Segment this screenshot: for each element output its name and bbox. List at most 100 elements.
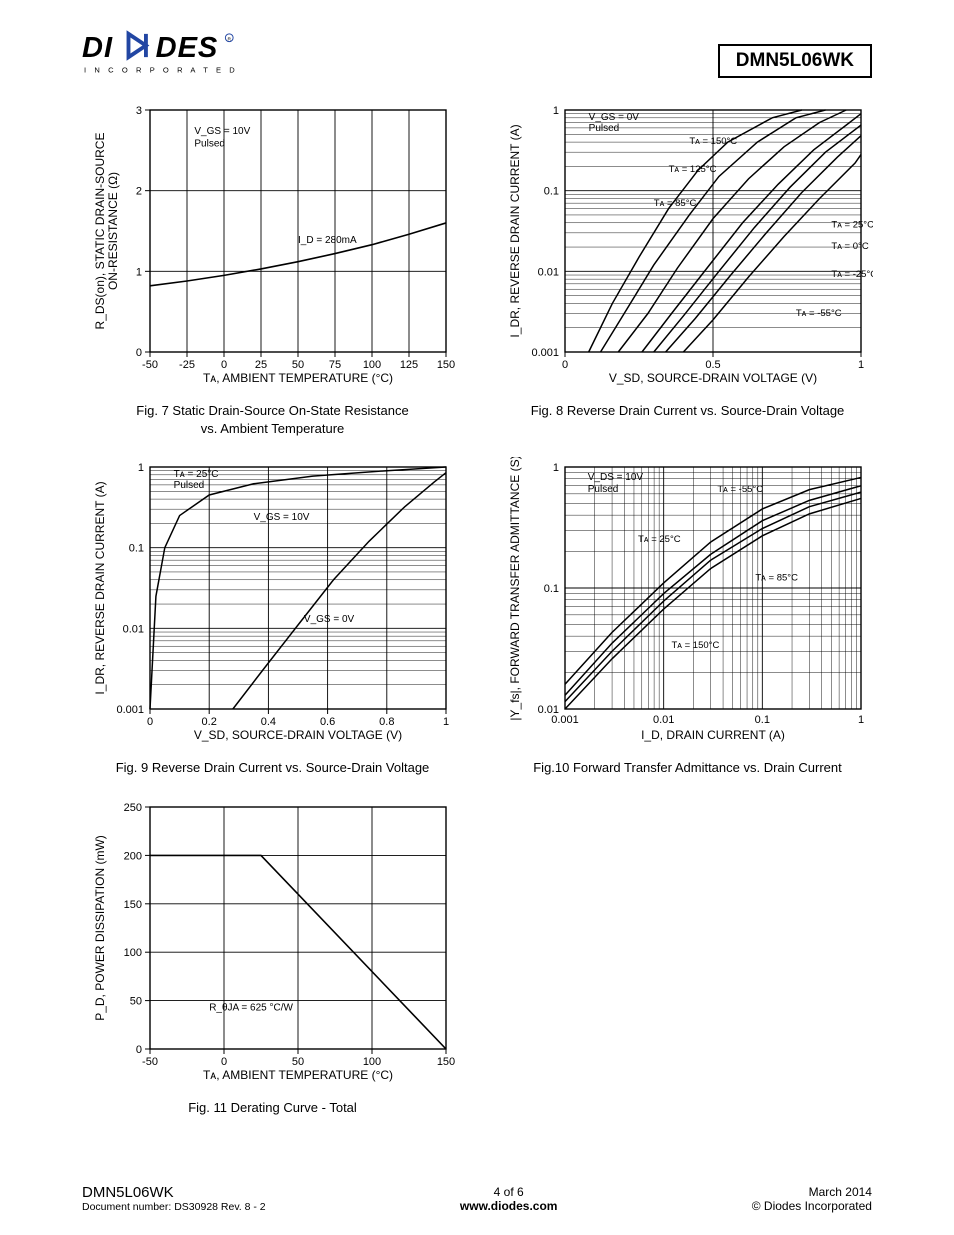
fig7-container: -50-2502550751001251500123Tᴀ, AMBIENT TE… [85, 100, 460, 437]
svg-text:Tᴀ = -55°C: Tᴀ = -55°C [795, 308, 841, 319]
svg-text:Tᴀ = -25°C: Tᴀ = -25°C [831, 269, 873, 280]
svg-text:Tᴀ = 150°C: Tᴀ = 150°C [689, 136, 737, 147]
fig10-container: 0.0010.010.110.010.11I_D, DRAIN CURRENT … [500, 457, 875, 777]
svg-text:250: 250 [123, 802, 141, 814]
svg-text:1: 1 [137, 462, 143, 474]
svg-text:0.1: 0.1 [128, 543, 143, 555]
svg-text:-25: -25 [179, 359, 195, 371]
svg-text:V_SD, SOURCE-DRAIN VOLTAGE (V): V_SD, SOURCE-DRAIN VOLTAGE (V) [608, 371, 816, 385]
svg-text:Tᴀ, AMBIENT TEMPERATURE (°C): Tᴀ, AMBIENT TEMPERATURE (°C) [202, 371, 392, 385]
svg-text:Tᴀ, AMBIENT TEMPERATURE (°C): Tᴀ, AMBIENT TEMPERATURE (°C) [202, 1068, 392, 1082]
svg-text:Tᴀ = 85°C: Tᴀ = 85°C [755, 573, 798, 584]
logo-subtext: I N C O R P O R A T E D [84, 66, 237, 75]
footer-url: www.diodes.com [460, 1199, 558, 1213]
svg-text:75: 75 [328, 359, 340, 371]
svg-text:50: 50 [129, 995, 141, 1007]
svg-text:V_DS = 10V: V_DS = 10V [587, 472, 643, 483]
svg-text:Tᴀ = 125°C: Tᴀ = 125°C [668, 164, 716, 175]
part-number: DMN5L06WK [736, 50, 854, 71]
svg-text:25: 25 [254, 359, 266, 371]
svg-text:150: 150 [123, 898, 141, 910]
footer-page: 4 of 6 [460, 1185, 558, 1199]
svg-text:Tᴀ = 0°C: Tᴀ = 0°C [831, 241, 868, 252]
svg-text:0: 0 [561, 359, 567, 371]
svg-text:DI: DI [82, 32, 113, 64]
footer-doc: Document number: DS30928 Rev. 8 - 2 [82, 1201, 266, 1213]
svg-text:125: 125 [399, 359, 417, 371]
fig9-caption: Fig. 9 Reverse Drain Current vs. Source-… [116, 759, 430, 777]
fig11-chart: -50050100150050100150200250Tᴀ, AMBIENT T… [88, 797, 458, 1097]
fig10-chart: 0.0010.010.110.010.11I_D, DRAIN CURRENT … [503, 457, 873, 757]
svg-text:0.1: 0.1 [543, 186, 558, 198]
svg-text:I_D = 280mA: I_D = 280mA [298, 235, 357, 246]
svg-text:0.001: 0.001 [531, 347, 559, 359]
svg-text:0.01: 0.01 [537, 266, 558, 278]
svg-text:Pulsed: Pulsed [194, 138, 225, 149]
svg-text:1: 1 [135, 266, 141, 278]
svg-text:0.01: 0.01 [122, 623, 143, 635]
svg-text:150: 150 [436, 1056, 454, 1068]
svg-text:Tᴀ = 150°C: Tᴀ = 150°C [671, 640, 719, 651]
svg-text:200: 200 [123, 850, 141, 862]
svg-text:Tᴀ = -55°C: Tᴀ = -55°C [717, 484, 763, 495]
svg-text:0.1: 0.1 [543, 583, 558, 595]
svg-text:DES: DES [156, 32, 219, 64]
fig8-chart: 0 0.5 1 0.001 0.01 0.1 1 V_SD, SOURCE-DRAIN VOL… [503, 100, 873, 400]
footer-date: March 2014 [752, 1185, 872, 1199]
page-footer: DMN5L06WK Document number: DS30928 Rev. … [82, 1184, 872, 1213]
svg-text:-50: -50 [142, 1056, 158, 1068]
svg-text:V_GS = 0V: V_GS = 0V [588, 112, 639, 123]
svg-text:1: 1 [552, 105, 558, 117]
footer-part: DMN5L06WK [82, 1184, 266, 1201]
svg-text:R: R [228, 37, 232, 43]
part-number-box: DMN5L06WK [718, 44, 872, 78]
fig8-caption: Fig. 8 Reverse Drain Current vs. Source-… [531, 402, 845, 420]
svg-text:0.01: 0.01 [537, 704, 558, 716]
svg-text:Pulsed: Pulsed [587, 484, 618, 495]
svg-text:1: 1 [442, 716, 448, 728]
svg-text:0: 0 [220, 359, 226, 371]
svg-text:V_SD, SOURCE-DRAIN VOLTAGE (V): V_SD, SOURCE-DRAIN VOLTAGE (V) [193, 728, 401, 742]
svg-text:Tᴀ = 85°C: Tᴀ = 85°C [653, 198, 696, 209]
fig8-container: 0 0.5 1 0.001 0.01 0.1 1 V_SD, SOURCE-DRAIN VOL… [500, 100, 875, 437]
svg-text:-50: -50 [142, 359, 158, 371]
svg-text:2: 2 [135, 186, 141, 198]
svg-text:0.2: 0.2 [201, 716, 216, 728]
svg-text:I_DR, REVERSE DRAIN CURRENT (A: I_DR, REVERSE DRAIN CURRENT (A) [93, 482, 107, 695]
svg-text:Tᴀ = 25°C: Tᴀ = 25°C [831, 219, 873, 230]
diodes-logo: DI DES R I N C O R P O R A T E D [82, 30, 237, 80]
svg-text:0.5: 0.5 [705, 359, 720, 371]
svg-text:0.8: 0.8 [379, 716, 394, 728]
fig10-caption: Fig.10 Forward Transfer Admittance vs. D… [533, 759, 842, 777]
svg-text:V_GS = 10V: V_GS = 10V [253, 512, 309, 523]
svg-text:0.4: 0.4 [260, 716, 275, 728]
svg-text:1: 1 [857, 714, 863, 726]
svg-text:0: 0 [135, 1044, 141, 1056]
svg-text:3: 3 [135, 105, 141, 117]
svg-text:0.6: 0.6 [319, 716, 334, 728]
svg-text:R_θJA = 625 °C/W: R_θJA = 625 °C/W [209, 1002, 293, 1013]
svg-text:Pulsed: Pulsed [173, 480, 204, 491]
fig11-container: -50050100150050100150200250Tᴀ, AMBIENT T… [85, 797, 460, 1117]
fig9-container: 00.20.40.60.810.0010.010.11V_SD, SOURCE-… [85, 457, 460, 777]
svg-text:0: 0 [220, 1056, 226, 1068]
svg-text:|Y_fs|, FORWARD TRANSFER ADMI: |Y_fs|, FORWARD TRANSFER ADMITTANCE (S) [508, 457, 522, 721]
fig7-chart: -50-2502550751001251500123Tᴀ, AMBIENT TE… [88, 100, 458, 400]
svg-text:P_D, POWER DISSIPATION (mW): P_D, POWER DISSIPATION (mW) [93, 835, 107, 1021]
svg-text:50: 50 [291, 359, 303, 371]
svg-text:V_GS = 0V: V_GS = 0V [303, 614, 354, 625]
svg-text:V_GS = 10V: V_GS = 10V [194, 126, 250, 137]
svg-text:0: 0 [146, 716, 152, 728]
fig9-chart: 00.20.40.60.810.0010.010.11V_SD, SOURCE-… [88, 457, 458, 757]
logo-svg: DI DES R I N C O R P O R A T E D [82, 30, 237, 80]
svg-text:R_DS(on), STATIC DRAIN-SOURCE: R_DS(on), STATIC DRAIN-SOURCE [93, 133, 107, 330]
svg-text:150: 150 [436, 359, 454, 371]
svg-text:Tᴀ = 25°C: Tᴀ = 25°C [638, 534, 681, 545]
svg-text:100: 100 [362, 359, 380, 371]
svg-text:I_D, DRAIN CURRENT (A): I_D, DRAIN CURRENT (A) [641, 728, 785, 742]
svg-text:ON-RESISTANCE (Ω): ON-RESISTANCE (Ω) [106, 172, 120, 290]
svg-text:1: 1 [857, 359, 863, 371]
fig7-caption: Fig. 7 Static Drain-Source On-State Resi… [136, 402, 408, 437]
svg-text:0.1: 0.1 [754, 714, 769, 726]
svg-text:Pulsed: Pulsed [588, 123, 619, 134]
